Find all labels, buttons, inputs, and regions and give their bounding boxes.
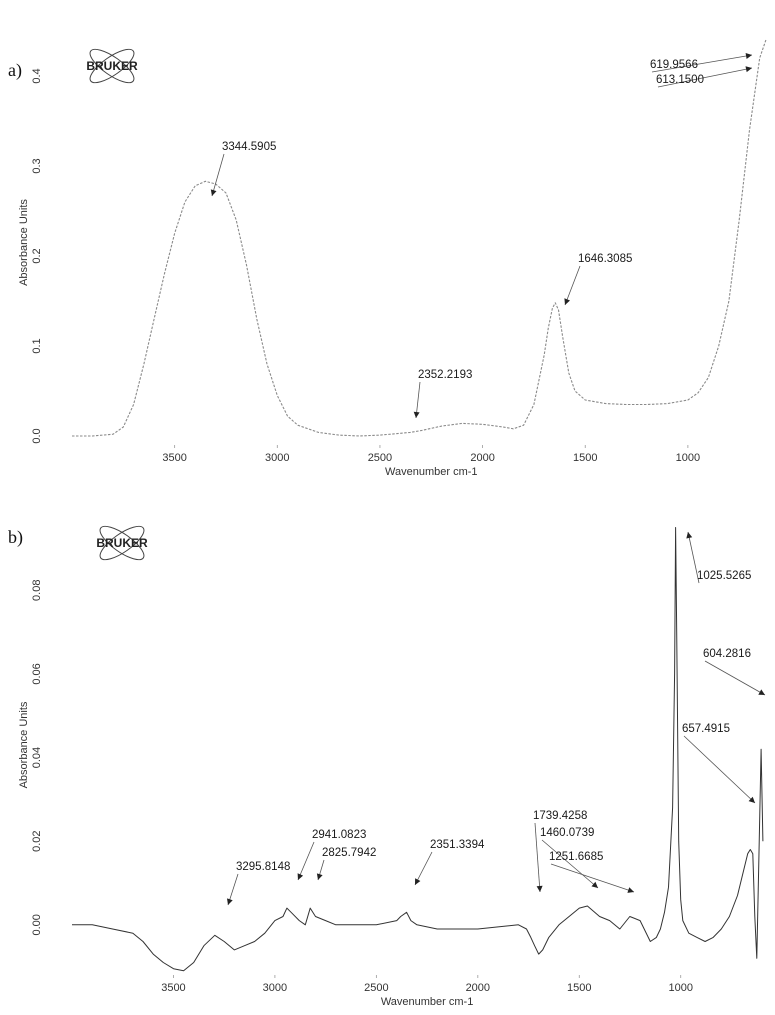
spectrum-panel-a: a) BRUKER 3500 3000 2500 2000 1500 1000 0.0 0.1 0… <box>0 0 775 490</box>
peak-leader-line <box>651 54 753 73</box>
peak-leader-line <box>704 660 766 696</box>
peak-arrow-icon <box>415 878 421 885</box>
x-tick-label: 2500 <box>364 982 388 994</box>
peak-arrow-icon <box>627 887 634 893</box>
peak-label: 2825.7942 <box>322 847 376 859</box>
peak-arrow-icon <box>591 881 598 888</box>
peak-arrow-icon <box>748 796 755 803</box>
peak-arrow-icon <box>227 898 233 905</box>
x-tick-label: 3000 <box>265 452 289 464</box>
peak-arrow-icon <box>564 298 570 305</box>
x-tick-label: 3000 <box>263 982 287 994</box>
peak-label: 1025.5265 <box>697 570 751 582</box>
peak-leader-line <box>683 735 756 804</box>
peak-label: 619.9566 <box>650 59 698 71</box>
peak-label: 1646.3085 <box>578 253 632 265</box>
y-tick-label: 0.2 <box>31 248 43 263</box>
peak-arrow-icon <box>413 411 420 418</box>
peak-annotation: 1251.6685 <box>549 851 635 893</box>
peak-label: 3295.8148 <box>236 861 290 873</box>
y-axis-label: Absorbance Units <box>18 701 30 788</box>
peak-annotation: 2351.3394 <box>414 839 485 886</box>
x-axis-label: Wavenumber cm-1 <box>381 996 474 1008</box>
y-tick-label: 0.4 <box>31 68 43 83</box>
peak-leader-line <box>564 265 581 306</box>
x-axis-label: Wavenumber cm-1 <box>385 466 478 478</box>
peak-annotation: 604.2816 <box>703 648 766 696</box>
bruker-logo-icon: BRUKER <box>96 525 148 561</box>
peak-annotation: 1460.0739 <box>540 827 599 889</box>
peak-label: 2941.0823 <box>312 829 366 841</box>
y-tick-label: 0.1 <box>31 338 43 353</box>
peak-label: 2352.2193 <box>418 369 472 381</box>
y-tick-label: 0.0 <box>31 428 43 443</box>
peak-arrow-icon <box>536 885 543 892</box>
bruker-logo-text: BRUKER <box>86 59 138 73</box>
peak-annotation: 2352.2193 <box>413 369 472 419</box>
peak-arrow-icon <box>745 53 752 59</box>
peak-annotation: 3344.5905 <box>210 141 276 197</box>
peak-arrow-icon <box>758 689 765 695</box>
bruker-logo-icon: BRUKER <box>86 48 138 84</box>
peak-label: 1460.0739 <box>540 827 594 839</box>
y-tick-label: 0.04 <box>31 747 43 768</box>
peak-label: 657.4915 <box>682 723 730 735</box>
peak-leader-line <box>211 153 225 197</box>
spectrum-line <box>72 527 764 972</box>
y-tick-label: 0.06 <box>31 663 43 684</box>
peak-arrow-icon <box>297 873 304 880</box>
peak-annotation: 2941.0823 <box>297 829 366 881</box>
x-tick-label: 1000 <box>676 452 700 464</box>
peak-annotation: 3295.8148 <box>227 861 290 906</box>
spectrum-chart-b: BRUKER 3500 3000 2500 2000 1500 1000 0.00 0.02 0.… <box>18 525 766 1008</box>
peak-annotation: 657.4915 <box>682 723 756 804</box>
peak-label: 1251.6685 <box>549 851 603 863</box>
spectrum-line <box>72 39 767 437</box>
panel-label-a: a) <box>8 60 22 80</box>
peak-leader-line <box>534 822 541 893</box>
panel-label-b: b) <box>8 527 23 547</box>
x-tick-label: 3500 <box>162 452 186 464</box>
peak-leader-line <box>297 841 315 881</box>
peak-leader-line <box>687 531 700 584</box>
peak-leader-line <box>415 381 421 419</box>
x-tick-label: 1000 <box>668 982 692 994</box>
x-tick-label: 2000 <box>466 982 490 994</box>
y-tick-label: 0.08 <box>31 580 43 601</box>
peak-arrow-icon <box>210 189 217 196</box>
x-tick-label: 1500 <box>573 452 597 464</box>
peak-arrow-icon <box>745 66 752 73</box>
x-tick-label: 1500 <box>567 982 591 994</box>
y-tick-label: 0.3 <box>31 158 43 173</box>
peak-leader-line <box>414 851 433 886</box>
spectrum-panel-b: b) BRUKER 3500 3000 2500 2000 1500 1000 0.00 0.0… <box>0 505 775 1010</box>
peak-leader-line <box>541 839 599 889</box>
peak-arrow-icon <box>316 873 323 880</box>
x-tick-label: 2500 <box>368 452 392 464</box>
x-tick-label: 3500 <box>161 982 185 994</box>
peak-annotation: 613.1500 <box>656 66 753 88</box>
bruker-logo-text: BRUKER <box>96 536 148 550</box>
peak-label: 604.2816 <box>703 648 751 660</box>
y-tick-label: 0.00 <box>31 914 43 935</box>
peak-annotation: 1739.4258 <box>533 810 587 893</box>
peak-label: 1739.4258 <box>533 810 587 822</box>
y-tick-label: 0.02 <box>31 830 43 851</box>
peak-label: 613.1500 <box>656 74 704 86</box>
spectrum-chart-a: BRUKER 3500 3000 2500 2000 1500 1000 0.0 0.1 0.2 0… <box>18 39 767 478</box>
y-axis-label: Absorbance Units <box>18 199 30 286</box>
peak-leader-line <box>657 67 753 88</box>
peak-label: 2351.3394 <box>430 839 485 851</box>
x-tick-label: 2000 <box>470 452 494 464</box>
peak-leader-line <box>550 863 635 893</box>
peak-annotation: 1025.5265 <box>686 531 751 584</box>
peak-annotation: 1646.3085 <box>564 253 632 306</box>
peak-arrow-icon <box>686 532 693 539</box>
peak-label: 3344.5905 <box>222 141 276 153</box>
peak-annotation: 2825.7942 <box>316 847 376 881</box>
peak-annotation: 619.9566 <box>650 53 753 73</box>
